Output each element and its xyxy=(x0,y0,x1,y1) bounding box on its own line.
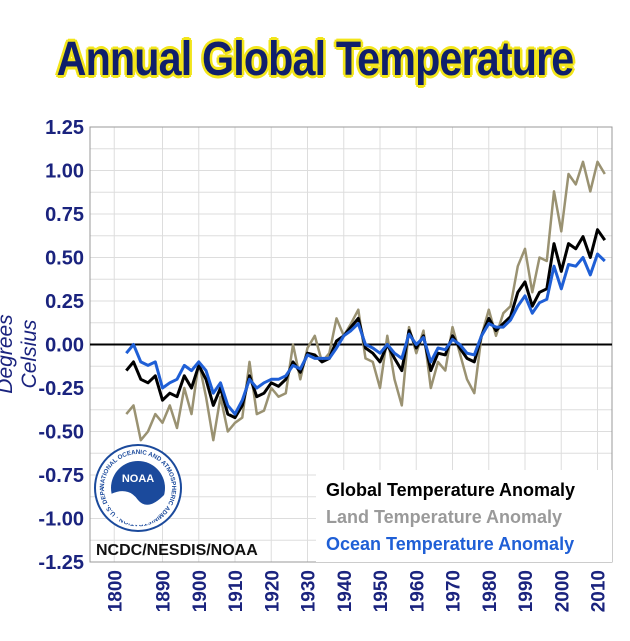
series-land-line xyxy=(125,160,606,442)
x-tick-label: 1930 xyxy=(299,570,320,612)
series-global-line xyxy=(125,228,607,420)
logo-center-text: NOAA xyxy=(122,473,154,485)
y-tick-label: -0.50 xyxy=(38,422,84,444)
y-tick-label: -1.00 xyxy=(38,509,84,531)
noaa-logo: NATIONAL OCEANIC AND ATMOSPHERIC ADMINIS… xyxy=(94,444,182,532)
x-tick-label: 2000 xyxy=(552,570,573,612)
x-tick-label: 2010 xyxy=(589,570,610,612)
legend-box xyxy=(316,470,612,562)
y-tick-label: 1.25 xyxy=(45,117,84,139)
legend-land: Land Temperature Anomaly xyxy=(326,507,562,527)
x-tick-labels: 1800 1890 1900 1910 1920 1930 1940 1950 1960 1970… xyxy=(105,570,609,612)
y-tick-label: -0.75 xyxy=(38,465,84,487)
x-tick-label: 1990 xyxy=(516,570,537,612)
chart-title: Annual Global Temperature xyxy=(56,33,575,86)
y-tick-label: 0.50 xyxy=(45,248,84,270)
series-lines xyxy=(125,160,607,442)
y-tick-label: -0.25 xyxy=(38,378,84,400)
legend-ocean: Ocean Temperature Anomaly xyxy=(326,534,574,554)
y-tick-label: 0.00 xyxy=(45,335,84,357)
x-tick-label: 1890 xyxy=(154,570,175,612)
x-tick-label: 1970 xyxy=(444,570,465,612)
x-tick-label: 1960 xyxy=(407,570,428,612)
y-tick-label: 1.00 xyxy=(45,161,84,183)
x-tick-label: 1910 xyxy=(226,570,247,612)
x-tick-label: 1800 xyxy=(105,570,126,612)
y-tick-label: 0.75 xyxy=(45,204,84,226)
x-tick-label: 1980 xyxy=(480,570,501,612)
series-ocean-line xyxy=(125,252,606,416)
x-tick-label: 1900 xyxy=(190,570,211,612)
x-tick-label: 1920 xyxy=(262,570,283,612)
x-tick-label: 1940 xyxy=(335,570,356,612)
y-tick-labels: 1.25 1.00 0.75 0.50 0.25 0.00 -0.25 -0.50 -0.75 -… xyxy=(38,117,84,574)
legend-global: Global Temperature Anomaly xyxy=(326,480,575,500)
y-tick-label: -1.25 xyxy=(38,552,84,574)
y-tick-label: 0.25 xyxy=(45,291,84,313)
legend: Global Temperature Anomaly Land Temperat… xyxy=(316,470,612,562)
x-tick-label: 1950 xyxy=(371,570,392,612)
logo-bird-wave xyxy=(111,491,165,525)
credit-label: NCDC/NESDIS/NOAA xyxy=(96,542,258,559)
